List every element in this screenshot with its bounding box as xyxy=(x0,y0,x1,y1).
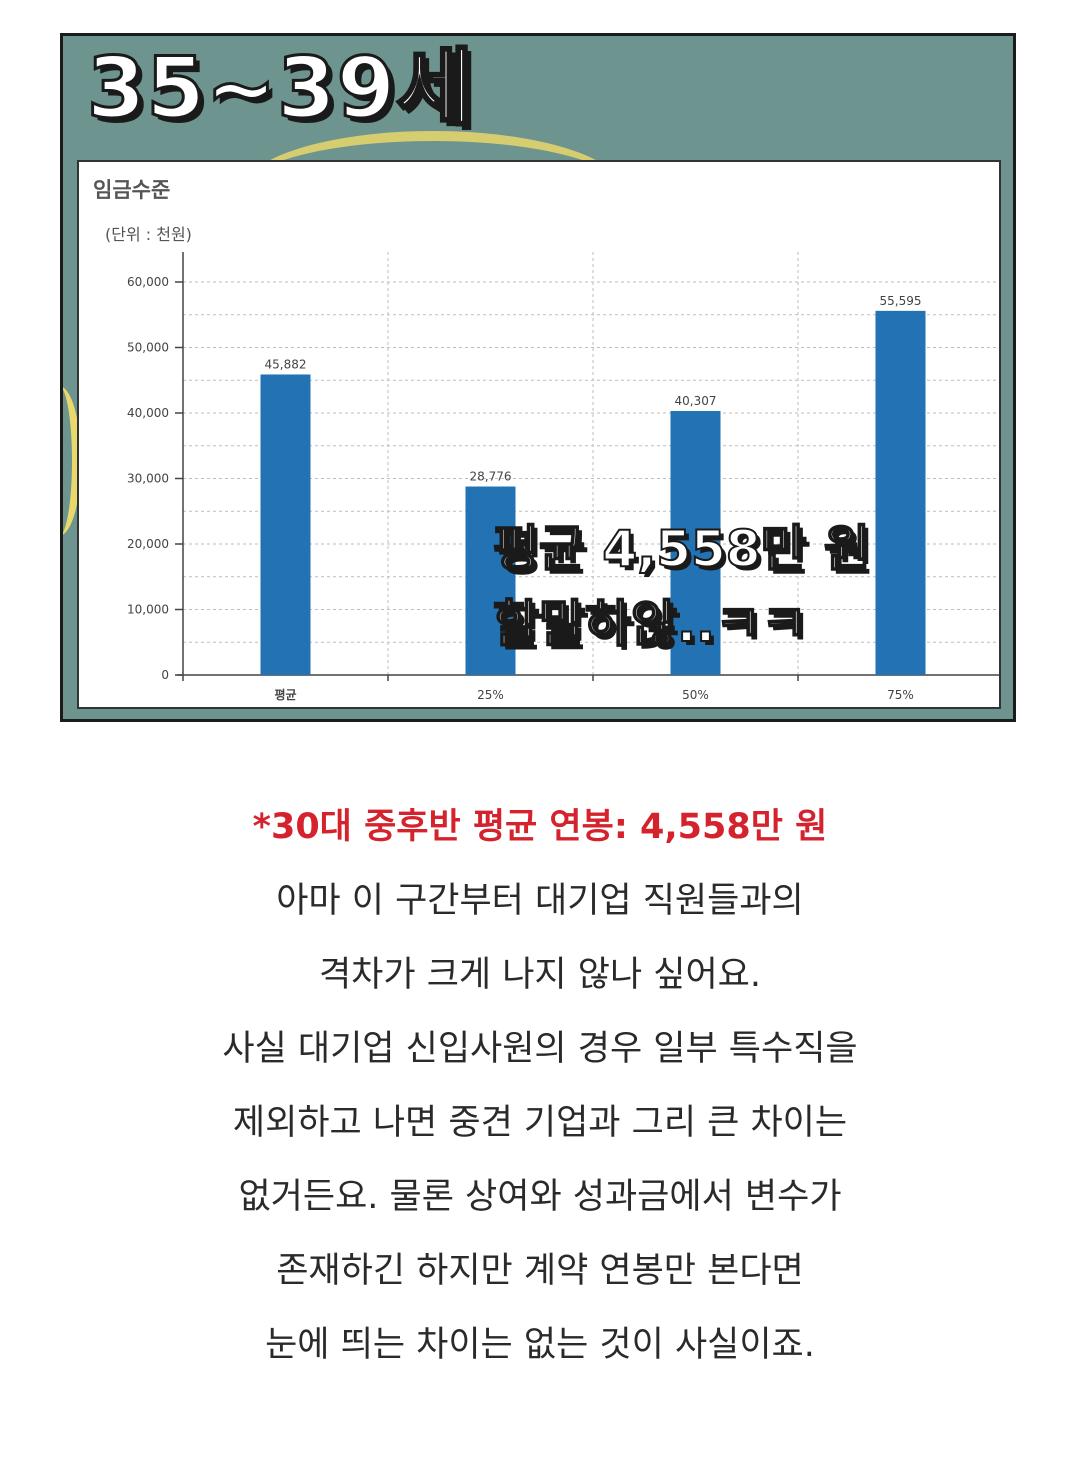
paragraph-line-4: 제외하고 나면 중견 기업과 그리 큰 차이는 xyxy=(232,1103,848,1143)
bar xyxy=(260,374,311,675)
overlay-caption: 평균 4,558만 원 할말하않..ㅋㅋ xyxy=(492,512,871,662)
y-tick-label: 20,000 xyxy=(127,537,169,551)
overlay-line-2: 할말하않..ㅋㅋ xyxy=(492,594,808,654)
paragraph-line-3: 사실 대기업 신입사원의 경우 일부 특수직을 xyxy=(222,1029,858,1069)
decorative-arc xyxy=(243,131,623,251)
decorative-arc-left xyxy=(63,386,81,536)
x-tick-label: 50% xyxy=(682,688,709,702)
chart-panel: 35~39세 임금수준 (단위 : 천원) 0 10,000 20,000 30,00… xyxy=(60,33,1016,722)
article-text: *30대 중후반 평균 연봉: 4,558만 원 아마 이 구간부터 대기업 직… xyxy=(0,790,1080,1382)
bar-value-label: 45,882 xyxy=(265,357,307,371)
paragraph-line-2: 격차가 크게 나지 않나 싶어요. xyxy=(318,955,762,995)
x-tick-label: 25% xyxy=(477,688,504,702)
age-group-heading: 35~39세 xyxy=(85,39,475,137)
paragraph-line-7: 눈에 띄는 차이는 없는 것이 사실이죠. xyxy=(265,1325,815,1365)
y-tick-label: 50,000 xyxy=(127,341,169,355)
bar xyxy=(465,486,516,675)
x-tick-label: 평균 xyxy=(274,688,296,702)
paragraph-line-5: 없거든요. 물론 상여와 성과금에서 변수가 xyxy=(238,1177,842,1217)
bar xyxy=(875,310,926,675)
bar-value-label: 40,307 xyxy=(675,394,717,408)
paragraph-line-1: 아마 이 구간부터 대기업 직원들과의 xyxy=(276,881,804,921)
chart-container: 임금수준 (단위 : 천원) 0 10,000 20,000 30,000 40,000… xyxy=(77,160,1001,709)
y-tick-label: 0 xyxy=(161,668,169,682)
y-tick-label: 40,000 xyxy=(127,406,169,420)
y-tick-label: 10,000 xyxy=(127,603,169,617)
y-tick-label: 60,000 xyxy=(127,275,169,289)
x-tick-label: 75% xyxy=(887,688,914,702)
chart-unit-label: (단위 : 천원) xyxy=(105,225,192,244)
bar-chart: 0 10,000 20,000 30,000 40,000 50,000 60,000 45,… xyxy=(127,252,999,702)
overlay-line-1: 평균 4,558만 원 xyxy=(492,519,871,579)
bar-value-label: 28,776 xyxy=(470,470,512,484)
paragraph-line-6: 존재하긴 하지만 계약 연봉만 본다면 xyxy=(276,1251,804,1291)
y-tick-label: 30,000 xyxy=(127,472,169,486)
bar xyxy=(670,410,721,675)
bar-value-label: 55,595 xyxy=(880,294,922,308)
highlight-salary-line: *30대 중후반 평균 연봉: 4,558만 원 xyxy=(252,807,828,847)
chart-title: 임금수준 xyxy=(93,178,171,202)
